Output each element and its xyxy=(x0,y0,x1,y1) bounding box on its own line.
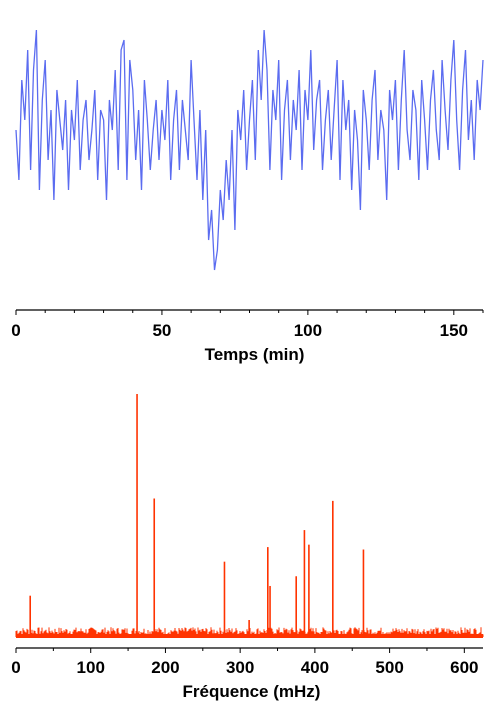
frequency-tick-label: 600 xyxy=(450,658,478,677)
spectrum-peaks xyxy=(29,394,365,637)
time-tick-label: 150 xyxy=(440,321,468,340)
frequency-spectrum-chart: 0 100 200 300 400 500 600 Fréquence (mHz) xyxy=(11,394,484,701)
frequency-tick-label: 300 xyxy=(226,658,254,677)
time-tick-label: 100 xyxy=(294,321,322,340)
frequency-tick-label: 400 xyxy=(301,658,329,677)
frequency-tick-label: 200 xyxy=(151,658,179,677)
time-series-line xyxy=(15,29,484,271)
time-axis-ticks: 0 50 100 150 xyxy=(11,310,484,340)
time-series-chart: 0 50 100 150 Temps (min) xyxy=(11,29,484,364)
frequency-tick-label: 100 xyxy=(77,658,105,677)
time-tick-label: 50 xyxy=(152,321,171,340)
frequency-tick-label: 0 xyxy=(11,658,20,677)
frequency-axis-title: Fréquence (mHz) xyxy=(183,682,321,701)
time-tick-label: 0 xyxy=(11,321,20,340)
time-axis-title: Temps (min) xyxy=(205,345,305,364)
frequency-axis-ticks: 0 100 200 300 400 500 600 xyxy=(11,648,479,677)
frequency-tick-label: 500 xyxy=(375,658,403,677)
